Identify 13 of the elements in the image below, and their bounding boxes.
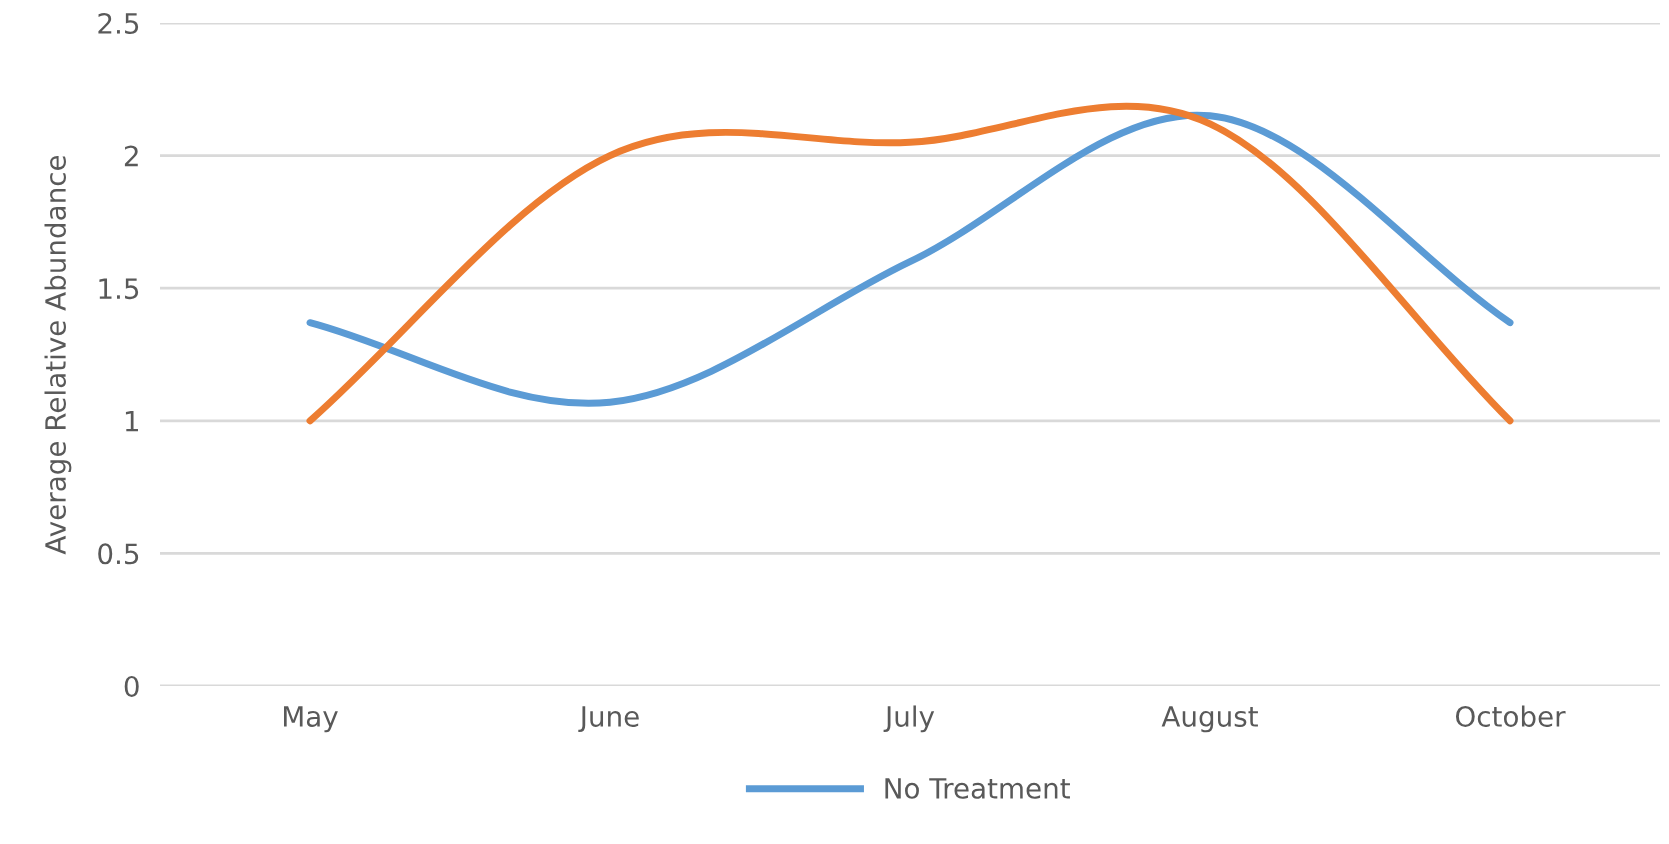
y-tick-label: 2 xyxy=(124,145,138,167)
x-tick-label: May xyxy=(284,706,338,733)
x-tick-label: October xyxy=(1455,705,1566,727)
y-tick-label: 0.5 xyxy=(98,543,139,565)
y-tick-label: 0 xyxy=(124,675,139,697)
legend-label: No Treatment xyxy=(885,778,1070,799)
y-tick-label: 1.5 xyxy=(99,278,139,300)
y-tick-label: 2.5 xyxy=(98,12,139,34)
x-tick-label: August xyxy=(1161,706,1258,733)
x-tick-label: June xyxy=(578,706,639,733)
y-tick-label: 1 xyxy=(125,411,138,432)
y-axis-title: Average Relative Abundance xyxy=(44,155,72,555)
x-tick-label: July xyxy=(883,705,935,733)
